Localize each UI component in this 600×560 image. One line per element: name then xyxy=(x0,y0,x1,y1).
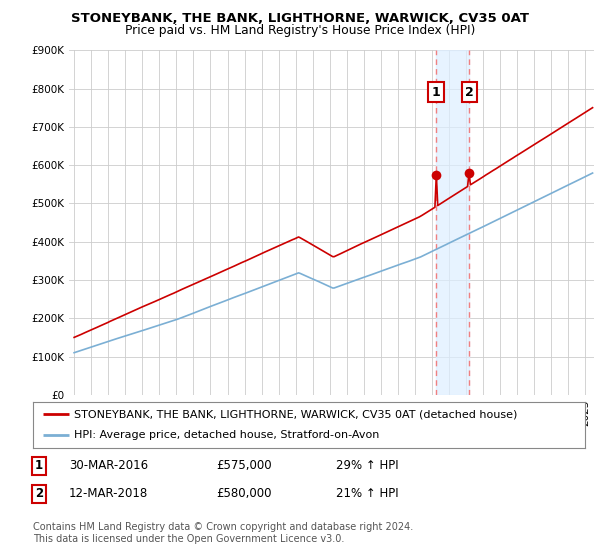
Text: Price paid vs. HM Land Registry's House Price Index (HPI): Price paid vs. HM Land Registry's House … xyxy=(125,24,475,36)
Text: 1: 1 xyxy=(432,86,441,99)
Text: 2: 2 xyxy=(465,86,474,99)
Text: 21% ↑ HPI: 21% ↑ HPI xyxy=(336,487,398,501)
Bar xyxy=(436,50,469,395)
Text: 2: 2 xyxy=(35,487,43,501)
Text: 1: 1 xyxy=(35,459,43,473)
Text: STONEYBANK, THE BANK, LIGHTHORNE, WARWICK, CV35 0AT: STONEYBANK, THE BANK, LIGHTHORNE, WARWIC… xyxy=(71,12,529,25)
Text: 30-MAR-2016: 30-MAR-2016 xyxy=(69,459,148,473)
Text: 29% ↑ HPI: 29% ↑ HPI xyxy=(336,459,398,473)
Text: 12-MAR-2018: 12-MAR-2018 xyxy=(69,487,148,501)
Text: Contains HM Land Registry data © Crown copyright and database right 2024.
This d: Contains HM Land Registry data © Crown c… xyxy=(33,522,413,544)
Text: £575,000: £575,000 xyxy=(216,459,272,473)
Text: £580,000: £580,000 xyxy=(216,487,271,501)
Text: STONEYBANK, THE BANK, LIGHTHORNE, WARWICK, CV35 0AT (detached house): STONEYBANK, THE BANK, LIGHTHORNE, WARWIC… xyxy=(74,409,518,419)
Text: HPI: Average price, detached house, Stratford-on-Avon: HPI: Average price, detached house, Stra… xyxy=(74,430,380,440)
